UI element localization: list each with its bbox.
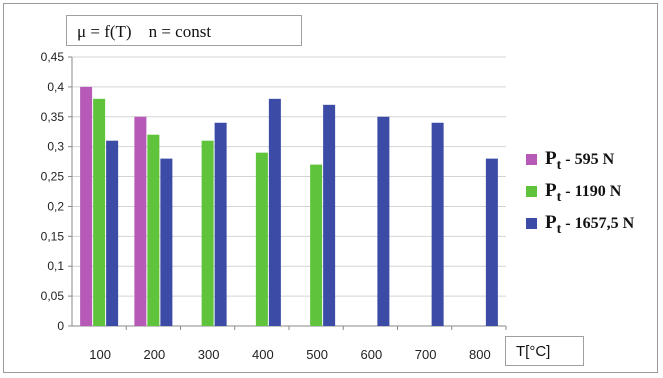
x-tick-label: 600	[361, 347, 383, 362]
y-tick-label: 0,4	[47, 80, 64, 94]
y-tick-label: 0,15	[41, 229, 65, 243]
bar	[268, 98, 281, 326]
legend-swatch	[526, 186, 537, 197]
y-tick-label: 0,25	[41, 170, 65, 184]
legend-swatch	[526, 154, 537, 165]
y-tick-label: 0,1	[47, 259, 64, 273]
bar	[201, 140, 214, 326]
bar	[106, 140, 119, 326]
bar	[80, 86, 93, 326]
bar	[310, 164, 323, 326]
y-tick-label: 0,05	[41, 289, 65, 303]
bar	[134, 116, 147, 327]
bar	[431, 122, 444, 326]
y-tick-label: 0	[57, 319, 64, 333]
bar	[93, 98, 106, 326]
legend-label: Pt - 1657,5 N	[545, 212, 635, 237]
bar	[323, 104, 336, 326]
x-tick-label: 800	[469, 347, 491, 362]
bar	[485, 158, 498, 326]
x-tick-label: 100	[89, 347, 111, 362]
x-tick-label: 700	[415, 347, 437, 362]
x-tick-label: 500	[306, 347, 328, 362]
legend: Pt - 595 N Pt - 1190 N Pt - 1657,5 N	[526, 148, 658, 244]
chart-title: μ = f(T) n = const	[66, 15, 302, 46]
y-tick-label: 0,3	[47, 140, 64, 154]
bar	[214, 122, 227, 326]
x-tick-label: 300	[198, 347, 220, 362]
x-tick-label: 200	[144, 347, 166, 362]
legend-item-series-1: Pt - 595 N	[526, 148, 658, 176]
legend-item-series-3: Pt - 1657,5 N	[526, 212, 658, 240]
bar	[377, 116, 390, 327]
bar	[147, 134, 160, 326]
bar	[255, 152, 268, 326]
bar	[160, 158, 173, 326]
x-axis-label: T[°C]	[505, 336, 584, 366]
x-tick-label: 400	[252, 347, 274, 362]
legend-label: Pt - 595 N	[545, 148, 615, 173]
legend-item-series-2: Pt - 1190 N	[526, 180, 658, 208]
legend-label: Pt - 1190 N	[545, 180, 622, 205]
y-tick-label: 0,35	[41, 110, 65, 124]
y-tick-label: 0,45	[41, 50, 65, 64]
legend-swatch	[526, 218, 537, 229]
y-tick-label: 0,2	[47, 199, 64, 213]
